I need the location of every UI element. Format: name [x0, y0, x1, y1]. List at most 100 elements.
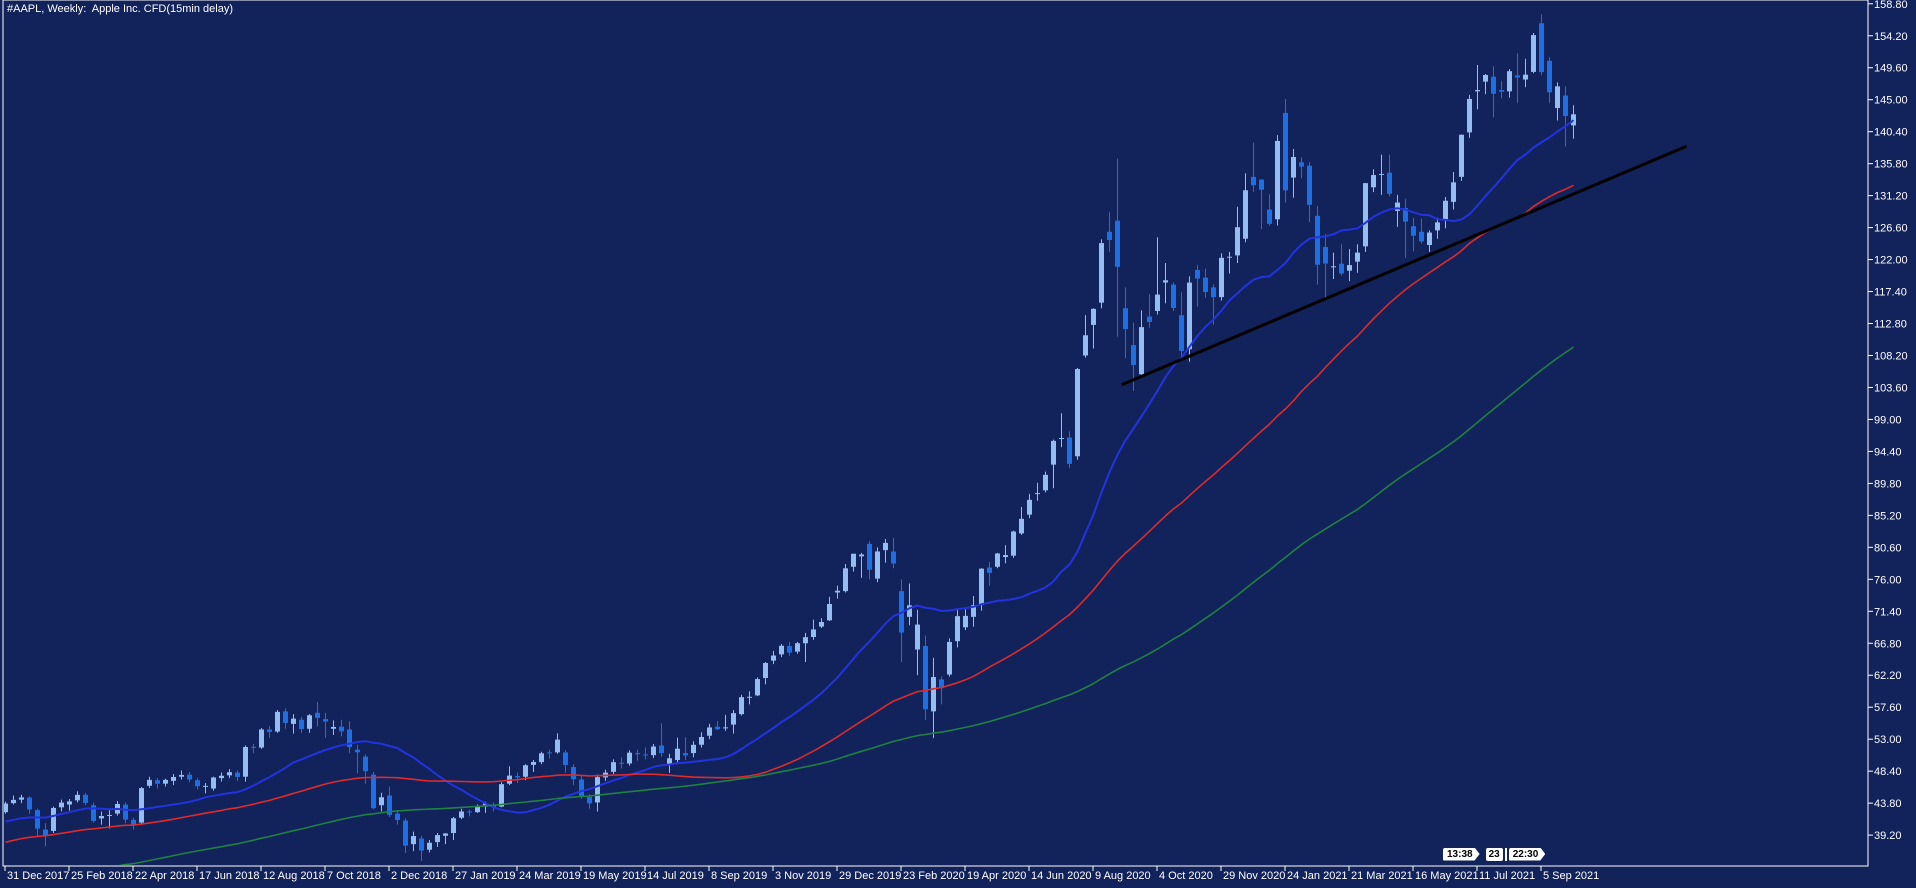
- candle-body: [1203, 277, 1208, 292]
- candle-body: [763, 663, 768, 679]
- candle-body: [1259, 179, 1264, 190]
- candle-body: [827, 603, 832, 621]
- candle-body: [1515, 75, 1520, 78]
- candle-body: [19, 797, 24, 800]
- candle-body: [1499, 89, 1504, 92]
- candle-body: [731, 713, 736, 725]
- candle-body: [275, 711, 280, 732]
- candle-body: [1403, 208, 1408, 222]
- candle-body: [923, 646, 928, 710]
- time-label: 29 Dec 2019: [839, 870, 901, 882]
- candle-body: [1107, 231, 1112, 241]
- candle-body: [75, 794, 80, 801]
- candle-body: [1483, 74, 1488, 82]
- candle-body: [235, 772, 240, 777]
- candle-body: [1347, 265, 1352, 271]
- candle-body: [851, 553, 856, 567]
- candle-body: [523, 765, 528, 777]
- candle-body: [747, 696, 752, 698]
- candle-body: [803, 637, 808, 644]
- candle-body: [291, 718, 296, 724]
- candle-body: [459, 811, 464, 818]
- candle-body: [419, 838, 424, 851]
- candle-body: [467, 811, 472, 813]
- candle-body: [1131, 345, 1136, 365]
- time-label: 17 Jun 2018: [199, 870, 260, 882]
- price-label: 135.80: [1874, 159, 1908, 171]
- plot-area[interactable]: [3, 14, 1688, 882]
- candle-body: [1123, 308, 1128, 330]
- candle-body: [1171, 284, 1176, 308]
- candle-body: [299, 719, 304, 729]
- candle-body: [347, 729, 352, 748]
- candle-body: [1163, 280, 1168, 283]
- candle-body: [211, 777, 216, 789]
- candle-body: [1051, 440, 1056, 465]
- candle-body: [267, 729, 272, 732]
- candle-body: [1035, 493, 1040, 495]
- time-badge-mid: 23: [1485, 847, 1503, 861]
- candle-body: [691, 744, 696, 754]
- candle-body: [907, 605, 912, 617]
- price-label: 48.40: [1874, 766, 1902, 778]
- candle-body: [1331, 266, 1336, 268]
- candle-body: [1251, 176, 1256, 186]
- price-label: 89.80: [1874, 478, 1902, 490]
- time-label: 2 Dec 2018: [391, 870, 447, 882]
- candle-body: [779, 645, 784, 655]
- candle-body: [227, 772, 232, 776]
- candle-body: [395, 813, 400, 821]
- candle-body: [91, 805, 96, 821]
- candle-body: [355, 749, 360, 753]
- candle-body: [995, 553, 1000, 567]
- trendline[interactable]: [1121, 144, 1688, 387]
- candle-body: [4, 803, 8, 813]
- candle-body: [1395, 202, 1400, 211]
- candle-body: [1291, 156, 1296, 178]
- time-badges: 13:38 23 22:30: [1443, 847, 1545, 861]
- time-label: 16 May 2021: [1415, 870, 1479, 882]
- time-label: 23 Feb 2020: [903, 870, 965, 882]
- price-label: 131.20: [1874, 191, 1908, 203]
- price-label: 145.00: [1874, 95, 1908, 107]
- candle-body: [723, 727, 728, 729]
- chart-frame: [2, 0, 1869, 867]
- candle-body: [915, 624, 920, 650]
- price-axis[interactable]: 158.80 154.20 149.60 145.00 140.40 135.80 131.…: [1868, 0, 1908, 842]
- candle-body: [443, 833, 448, 836]
- candle-body: [307, 715, 312, 729]
- candle-body: [1539, 23, 1544, 73]
- candle-body: [403, 820, 408, 846]
- candle-body: [1267, 209, 1272, 224]
- candle-body: [379, 797, 384, 806]
- price-label: 112.80: [1874, 319, 1907, 331]
- time-axis[interactable]: 31 Dec 2017 25 Feb 2018 22 Apr 2018 17 Jun …: [4, 866, 1599, 882]
- candle-body: [147, 779, 152, 786]
- candle-body: [883, 542, 888, 551]
- candle-body: [1115, 220, 1120, 267]
- time-label: 24 Mar 2019: [519, 870, 581, 882]
- candle-body: [1307, 165, 1312, 205]
- candle-body: [1003, 555, 1008, 558]
- candle-body: [1459, 134, 1464, 177]
- time-label: 31 Dec 2017: [7, 870, 69, 882]
- chart-title: #AAPL, Weekly: Apple Inc. CFD(15min dela…: [7, 3, 234, 15]
- plot-border: [2, 0, 1869, 867]
- candle-body: [819, 621, 824, 627]
- candle-body: [1219, 257, 1224, 298]
- candle-body: [619, 762, 624, 764]
- price-label: 140.40: [1874, 127, 1908, 139]
- candle-body: [59, 802, 64, 808]
- price-label: 149.60: [1874, 63, 1908, 75]
- candle-body: [515, 776, 520, 778]
- candle-body: [715, 726, 720, 730]
- price-label: 126.60: [1874, 223, 1908, 235]
- candle-body: [699, 736, 704, 745]
- candle-body: [1339, 263, 1344, 274]
- candle-body: [451, 818, 456, 834]
- candle-body: [179, 774, 184, 777]
- candle-body: [1099, 243, 1104, 303]
- price-label: 66.80: [1874, 638, 1902, 650]
- price-label: 122.00: [1874, 255, 1908, 267]
